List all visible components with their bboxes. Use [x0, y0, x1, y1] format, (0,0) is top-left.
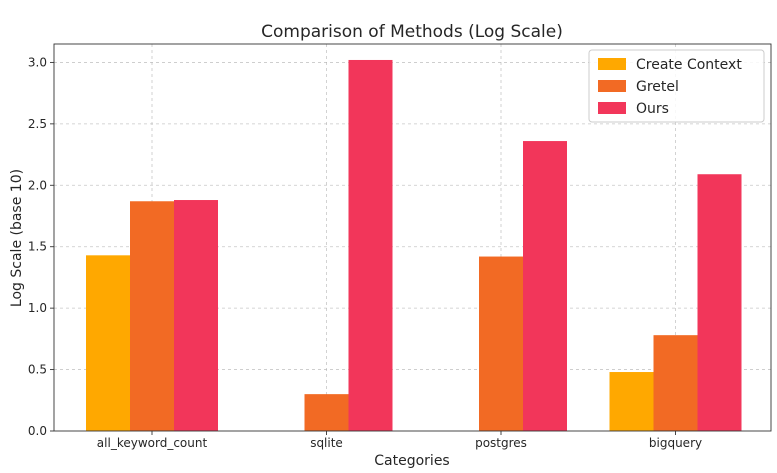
legend-label: Gretel: [636, 79, 679, 95]
y-tick-label: 2.5: [28, 117, 47, 131]
y-tick-label: 1.5: [28, 240, 47, 254]
y-axis-label: Log Scale (base 10): [9, 169, 25, 307]
y-tick-label: 1.0: [28, 301, 47, 315]
bar: [653, 335, 698, 431]
chart-title: Comparison of Methods (Log Scale): [261, 22, 563, 42]
legend-swatch: [598, 102, 626, 114]
y-tick-label: 0.5: [28, 363, 47, 377]
legend-swatch: [598, 58, 626, 70]
bar: [174, 200, 218, 431]
legend-swatch: [598, 80, 626, 92]
bars: [86, 59, 742, 432]
y-axis-ticks: 0.0 0.5 1.0 1.5 2.0 2.5 3.0: [28, 55, 54, 438]
bar: [609, 372, 654, 431]
y-tick-label: 2.0: [28, 178, 47, 192]
bar: [523, 141, 567, 432]
x-tick-label: postgres: [475, 436, 527, 450]
bar: [479, 256, 523, 431]
y-tick-label: 3.0: [28, 55, 47, 69]
bar: [697, 174, 742, 431]
x-tick-label: sqlite: [310, 436, 343, 450]
y-tick-label: 0.0: [28, 424, 47, 438]
x-tick-label: all_keyword_count: [97, 436, 208, 450]
plot-frame: [53, 43, 772, 432]
legend-label: Create Context: [636, 57, 742, 73]
bar: [348, 59, 393, 431]
legend: Create Context Gretel Ours: [588, 49, 765, 123]
bar: [86, 255, 130, 431]
x-axis-ticks: all_keyword_count sqlite postgres bigquery: [97, 431, 702, 450]
legend-box: [588, 49, 765, 123]
bar: [130, 201, 174, 431]
x-tick-label: bigquery: [649, 436, 702, 450]
x-axis-label: Categories: [374, 453, 449, 469]
legend-label: Ours: [636, 101, 669, 117]
bar: [304, 394, 349, 431]
